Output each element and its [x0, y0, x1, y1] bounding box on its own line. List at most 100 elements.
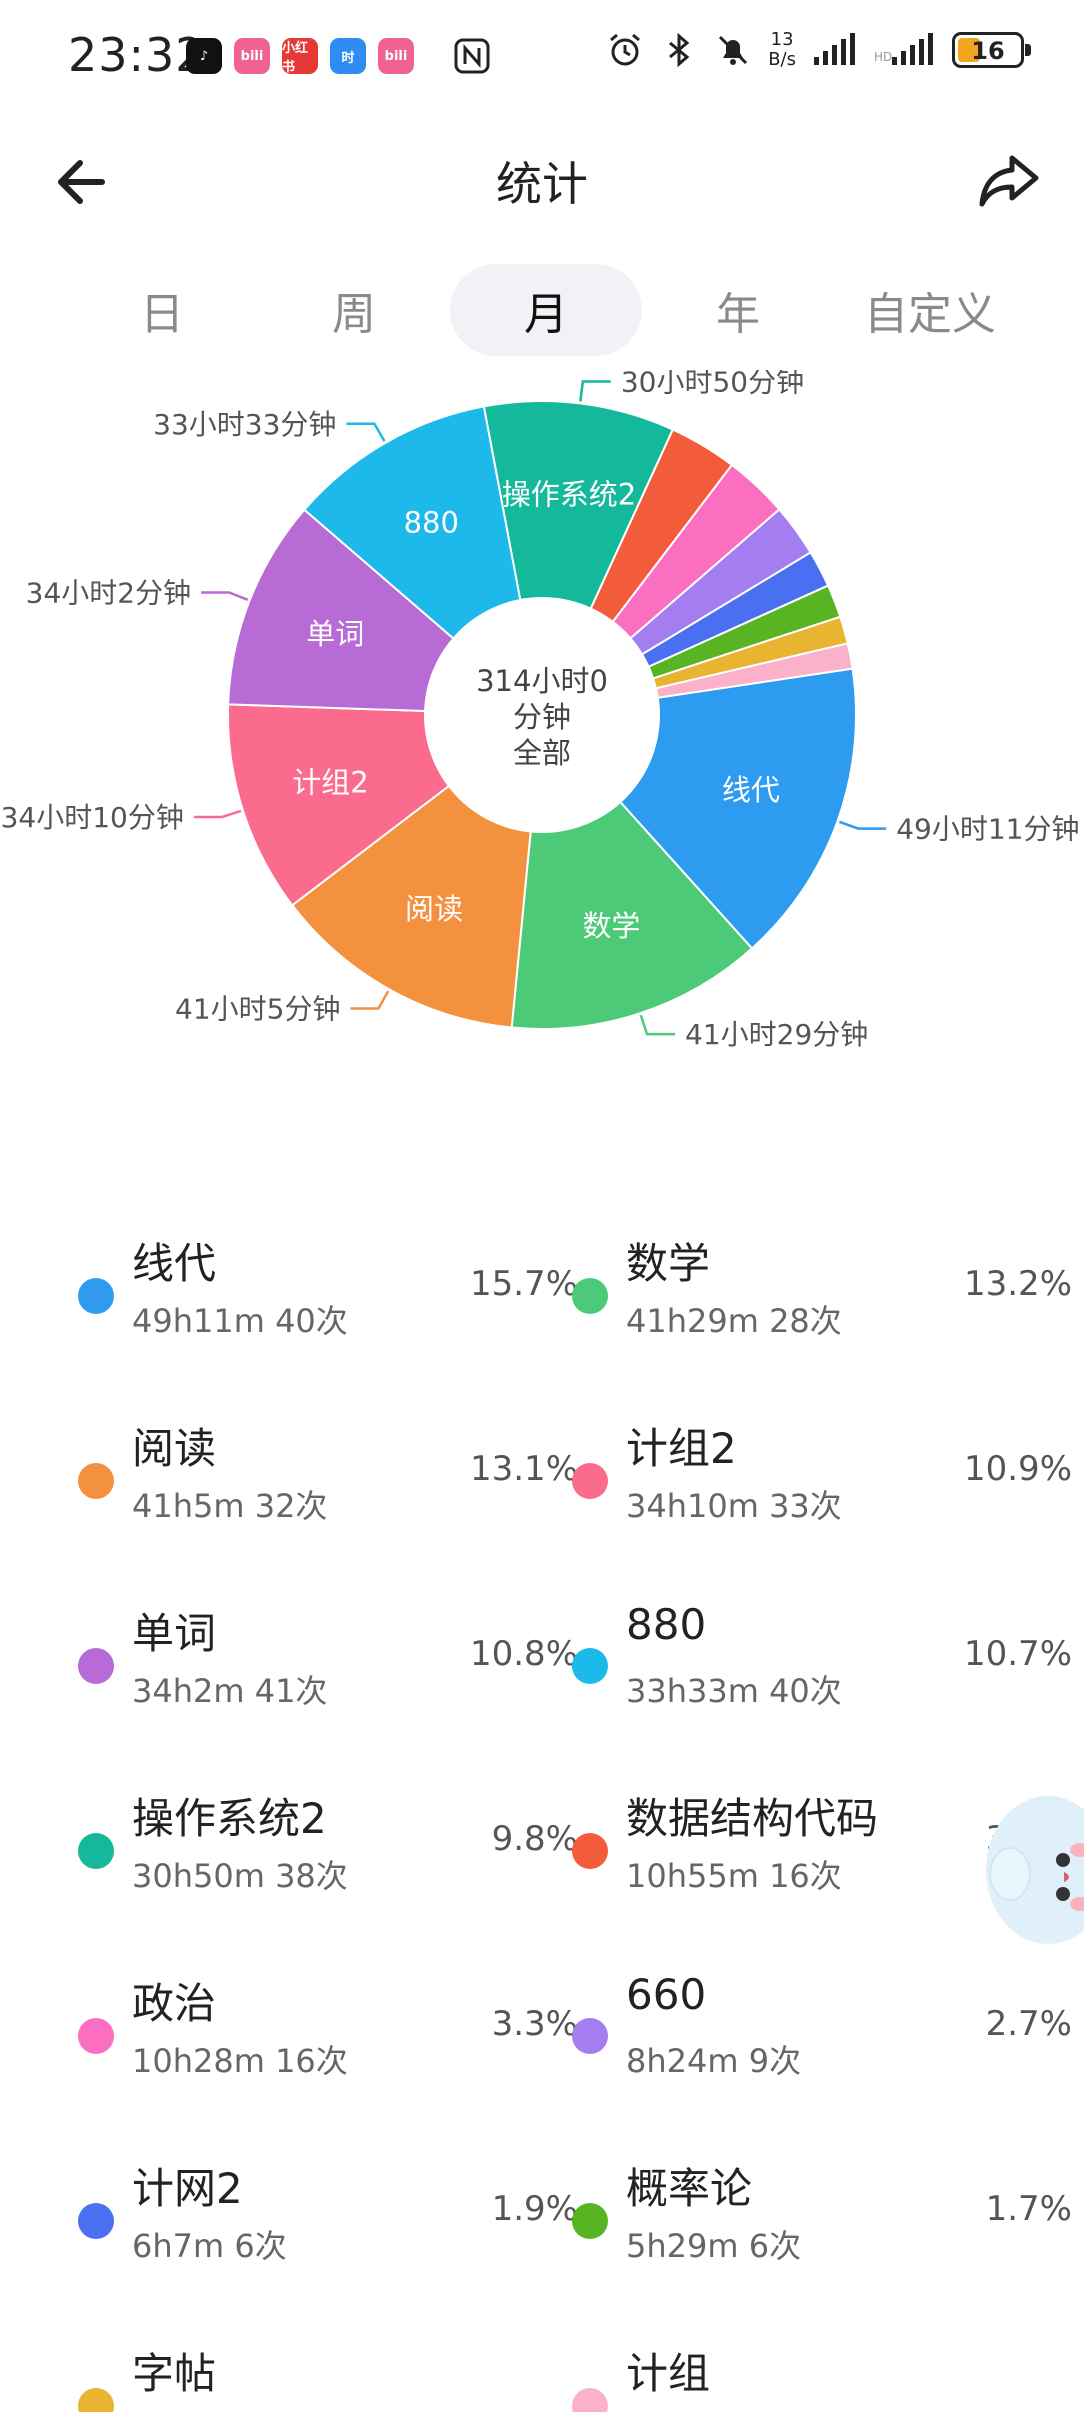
- app-header: 统计: [0, 130, 1084, 230]
- back-arrow-icon[interactable]: [50, 150, 114, 214]
- legend-item[interactable]: 计网2 6h7m 6次 1.9%: [78, 2155, 578, 2285]
- legend-duration-count: 5h29m 6次: [626, 2227, 802, 2265]
- network-speed: 13 B/s: [768, 30, 796, 70]
- legend-color-dot: [572, 2018, 608, 2054]
- legend-percentage: 2.7%: [985, 2004, 1072, 2044]
- legend-name: 阅读: [132, 1424, 217, 1473]
- legend-name: 单词: [132, 1609, 217, 1658]
- notification-app-icons: ♪ bili 小红书时 bili: [186, 38, 414, 75]
- period-tabs: 日 周 月 年 自定义: [66, 264, 1026, 356]
- net-speed-unit: B/s: [768, 49, 796, 70]
- legend-duration-count: 49h11m 40次: [132, 1302, 348, 1340]
- legend-color-dot: [78, 2203, 114, 2239]
- time-app-icon: 时: [330, 38, 366, 74]
- legend-duration-count: 8h24m 9次: [626, 2042, 802, 2080]
- tab-2[interactable]: 月: [450, 264, 642, 356]
- legend-percentage: 3.3%: [491, 2004, 578, 2044]
- legend-name: 操作系统2: [132, 1794, 327, 1843]
- donut-center-text: 314小时0: [476, 664, 608, 698]
- legend-name: 数据结构代码: [626, 1794, 879, 1843]
- legend-color-dot: [78, 1463, 114, 1499]
- legend-name: 880: [626, 1600, 707, 1649]
- legend-percentage: 10.8%: [469, 1634, 578, 1674]
- legend-duration-count: 10h55m 16次: [626, 1857, 842, 1895]
- page-title: 统计: [496, 157, 588, 211]
- legend-name: 数学: [626, 1239, 711, 1288]
- pie-duration-label: 33小时33分钟: [153, 408, 336, 441]
- nfc-icon: [454, 38, 490, 74]
- legend-item[interactable]: 字帖: [78, 2340, 578, 2412]
- pie-duration-label: 30小时50分钟: [621, 370, 804, 398]
- legend-item[interactable]: 单词 34h2m 41次 10.8%: [78, 1600, 578, 1730]
- svg-text:HD: HD: [874, 50, 892, 64]
- legend-name: 政治: [132, 1979, 217, 2028]
- legend-color-dot: [572, 1278, 608, 1314]
- legend-name: 线代: [132, 1239, 217, 1288]
- pie-slice-label: 线代: [722, 773, 780, 807]
- legend-item[interactable]: 计组: [572, 2340, 1072, 2412]
- legend-item[interactable]: 计组2 34h10m 33次 10.9%: [572, 1415, 1072, 1545]
- share-icon[interactable]: [974, 146, 1044, 216]
- legend-item[interactable]: 阅读 41h5m 32次 13.1%: [78, 1415, 578, 1545]
- donut-hole: [424, 597, 660, 833]
- legend-color-dot: [572, 1833, 608, 1869]
- legend-duration-count: 34h10m 33次: [626, 1487, 842, 1525]
- legend-duration-count: 41h29m 28次: [626, 1302, 842, 1340]
- tab-1[interactable]: 周: [332, 289, 376, 340]
- legend-duration-count: 6h7m 6次: [132, 2227, 287, 2265]
- legend-name: 字帖: [132, 2349, 217, 2398]
- pie-leader-line: [838, 820, 887, 830]
- pie-leader-line: [346, 422, 386, 442]
- legend-percentage: 13.1%: [469, 1449, 578, 1489]
- legend-percentage: 1.9%: [491, 2189, 578, 2229]
- pie-slice-label: 数学: [582, 909, 640, 943]
- pie-leader-line: [350, 990, 390, 1010]
- legend-item[interactable]: 概率论 5h29m 6次 1.7%: [572, 2155, 1072, 2285]
- pie-leader-line: [579, 380, 611, 402]
- bluetooth-icon: [669, 32, 690, 68]
- legend-item[interactable]: 880 33h33m 40次 10.7%: [572, 1600, 1072, 1730]
- pie-slice-label: 单词: [306, 617, 364, 651]
- legend-duration-count: 33h33m 40次: [626, 1672, 842, 1710]
- legend-item[interactable]: 操作系统2 30h50m 38次 9.8%: [78, 1785, 578, 1915]
- pie-leader-line: [201, 591, 249, 601]
- signal-2-icon: HD: [874, 33, 933, 65]
- pie-duration-label: 41小时29分钟: [685, 1018, 868, 1051]
- legend-name: 概率论: [626, 2164, 753, 2213]
- legend-color-dot: [78, 2388, 114, 2412]
- legend-item[interactable]: 660 8h24m 9次 2.7%: [572, 1970, 1072, 2100]
- legend-name: 660: [626, 1970, 707, 2019]
- legend-item[interactable]: 数学 41h29m 28次 13.2%: [572, 1230, 1072, 1360]
- pie-slice-label: 880: [404, 506, 459, 540]
- pie-duration-label: 34小时10分钟: [1, 801, 184, 834]
- legend-percentage: 10.7%: [963, 1634, 1072, 1674]
- legend-percentage: 15.7%: [469, 1264, 578, 1304]
- floating-assistant-mascot[interactable]: [978, 1790, 1084, 1950]
- legend-color-dot: [78, 1648, 114, 1684]
- signal-icon: [814, 33, 855, 65]
- mute-bell-icon: [719, 35, 748, 65]
- pie-slice-label: 计组2: [292, 765, 368, 799]
- clock: 23:32: [68, 28, 206, 82]
- bilibili-icon: bili: [234, 38, 270, 74]
- legend-color-dot: [78, 1278, 114, 1314]
- legend-percentage: 1.7%: [985, 2189, 1072, 2229]
- legend-duration-count: 34h2m 41次: [132, 1672, 328, 1710]
- legend-item[interactable]: 政治 10h28m 16次 3.3%: [78, 1970, 578, 2100]
- tab-4[interactable]: 自定义: [864, 289, 996, 340]
- legend-duration-count: 41h5m 32次: [132, 1487, 328, 1525]
- xiaohongshu-icon: 小红书: [282, 38, 318, 75]
- legend-color-dot: [78, 2018, 114, 2054]
- legend-color-dot: [572, 1648, 608, 1684]
- legend-percentage: 10.9%: [963, 1449, 1072, 1489]
- pie-slice-label: 操作系统2: [502, 478, 636, 512]
- alarm-icon: [610, 33, 641, 66]
- legend-duration-count: 10h28m 16次: [132, 2042, 348, 2080]
- tab-3[interactable]: 年: [716, 289, 760, 340]
- net-speed-value: 13: [770, 29, 794, 50]
- legend-percentage: 13.2%: [963, 1264, 1072, 1304]
- donut-center-text: 全部: [513, 736, 571, 770]
- tab-0[interactable]: 日: [140, 289, 184, 340]
- legend-item[interactable]: 线代 49h11m 40次 15.7%: [78, 1230, 578, 1360]
- legend-name: 计组2: [626, 1424, 737, 1473]
